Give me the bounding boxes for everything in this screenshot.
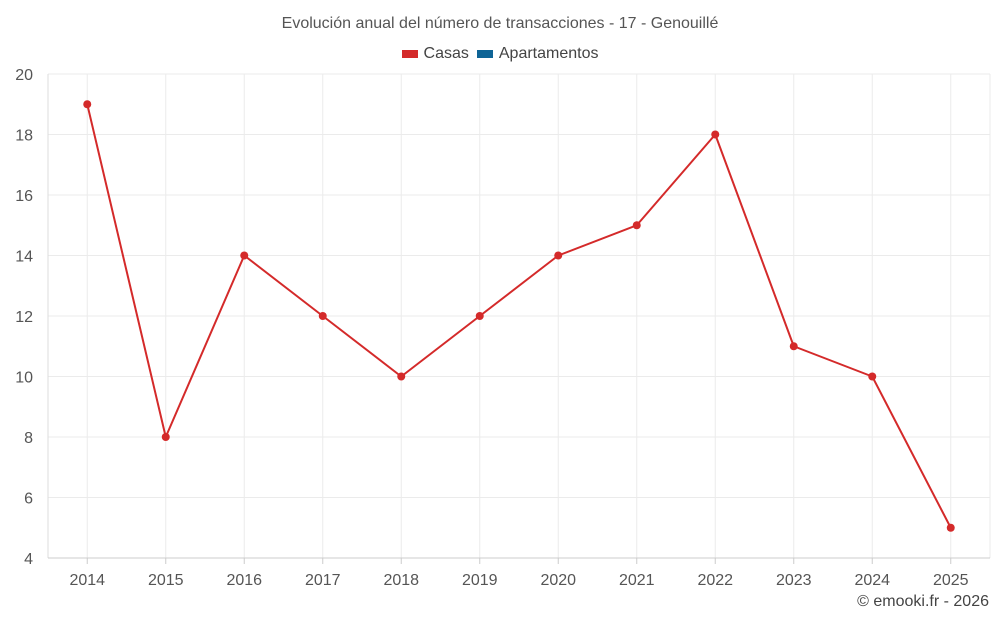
x-tick-label: 2021 [619, 572, 655, 589]
y-tick-label: 20 [15, 67, 33, 84]
data-point [711, 130, 720, 139]
chart-title: Evolución anual del número de transaccio… [281, 15, 719, 32]
data-point [318, 312, 327, 320]
y-tick-label: 18 [15, 128, 33, 145]
legend-item-apartamentos[interactable]: Apartamentos [476, 45, 599, 63]
y-tick-label: 8 [24, 430, 33, 447]
legend-label-casas: Casas [423, 45, 469, 62]
credit-text: © emooki.fr - 2026 [857, 593, 989, 610]
legend-label-apartamentos: Apartamentos [498, 45, 599, 62]
data-point [946, 523, 955, 532]
data-point [240, 251, 249, 260]
grid [48, 73, 991, 559]
x-tick-label: 2014 [69, 572, 105, 589]
x-tick-label: 2016 [226, 572, 262, 589]
x-tick-label: 2019 [462, 572, 498, 589]
y-tick-label: 16 [15, 188, 33, 205]
data-point [83, 100, 92, 109]
series-line-casas [86, 104, 952, 529]
data-point [632, 221, 641, 230]
data-point [475, 312, 484, 320]
y-tick-label: 12 [15, 309, 33, 326]
x-tick-label: 2024 [854, 572, 890, 589]
data-point [789, 342, 798, 351]
legend-swatch-casas [401, 50, 418, 58]
data-point [554, 251, 563, 260]
x-tick-label: 2018 [383, 572, 419, 589]
x-tick-label: 2020 [540, 572, 576, 589]
x-tick-label: 2023 [776, 572, 812, 589]
x-tick-label: 2017 [305, 572, 341, 589]
data-point [161, 433, 170, 441]
series-casas [83, 100, 955, 532]
data-point [868, 372, 877, 381]
data-point [397, 372, 406, 381]
legend: Casas Apartamentos [0, 45, 1000, 63]
axes: 4 6 8 10 12 14 16 18 20 2014 2015 2016 2017 2018 2019 2… [15, 67, 990, 589]
x-tick-label: 2022 [697, 572, 733, 589]
legend-swatch-apartamentos [476, 50, 493, 58]
legend-item-casas[interactable]: Casas [401, 45, 469, 63]
y-tick-label: 14 [15, 249, 33, 266]
y-tick-label: 6 [24, 491, 33, 508]
y-tick-label: 4 [24, 551, 33, 568]
y-tick-label: 10 [15, 370, 33, 387]
x-tick-label: 2025 [933, 572, 969, 589]
x-tick-label: 2015 [148, 572, 184, 589]
